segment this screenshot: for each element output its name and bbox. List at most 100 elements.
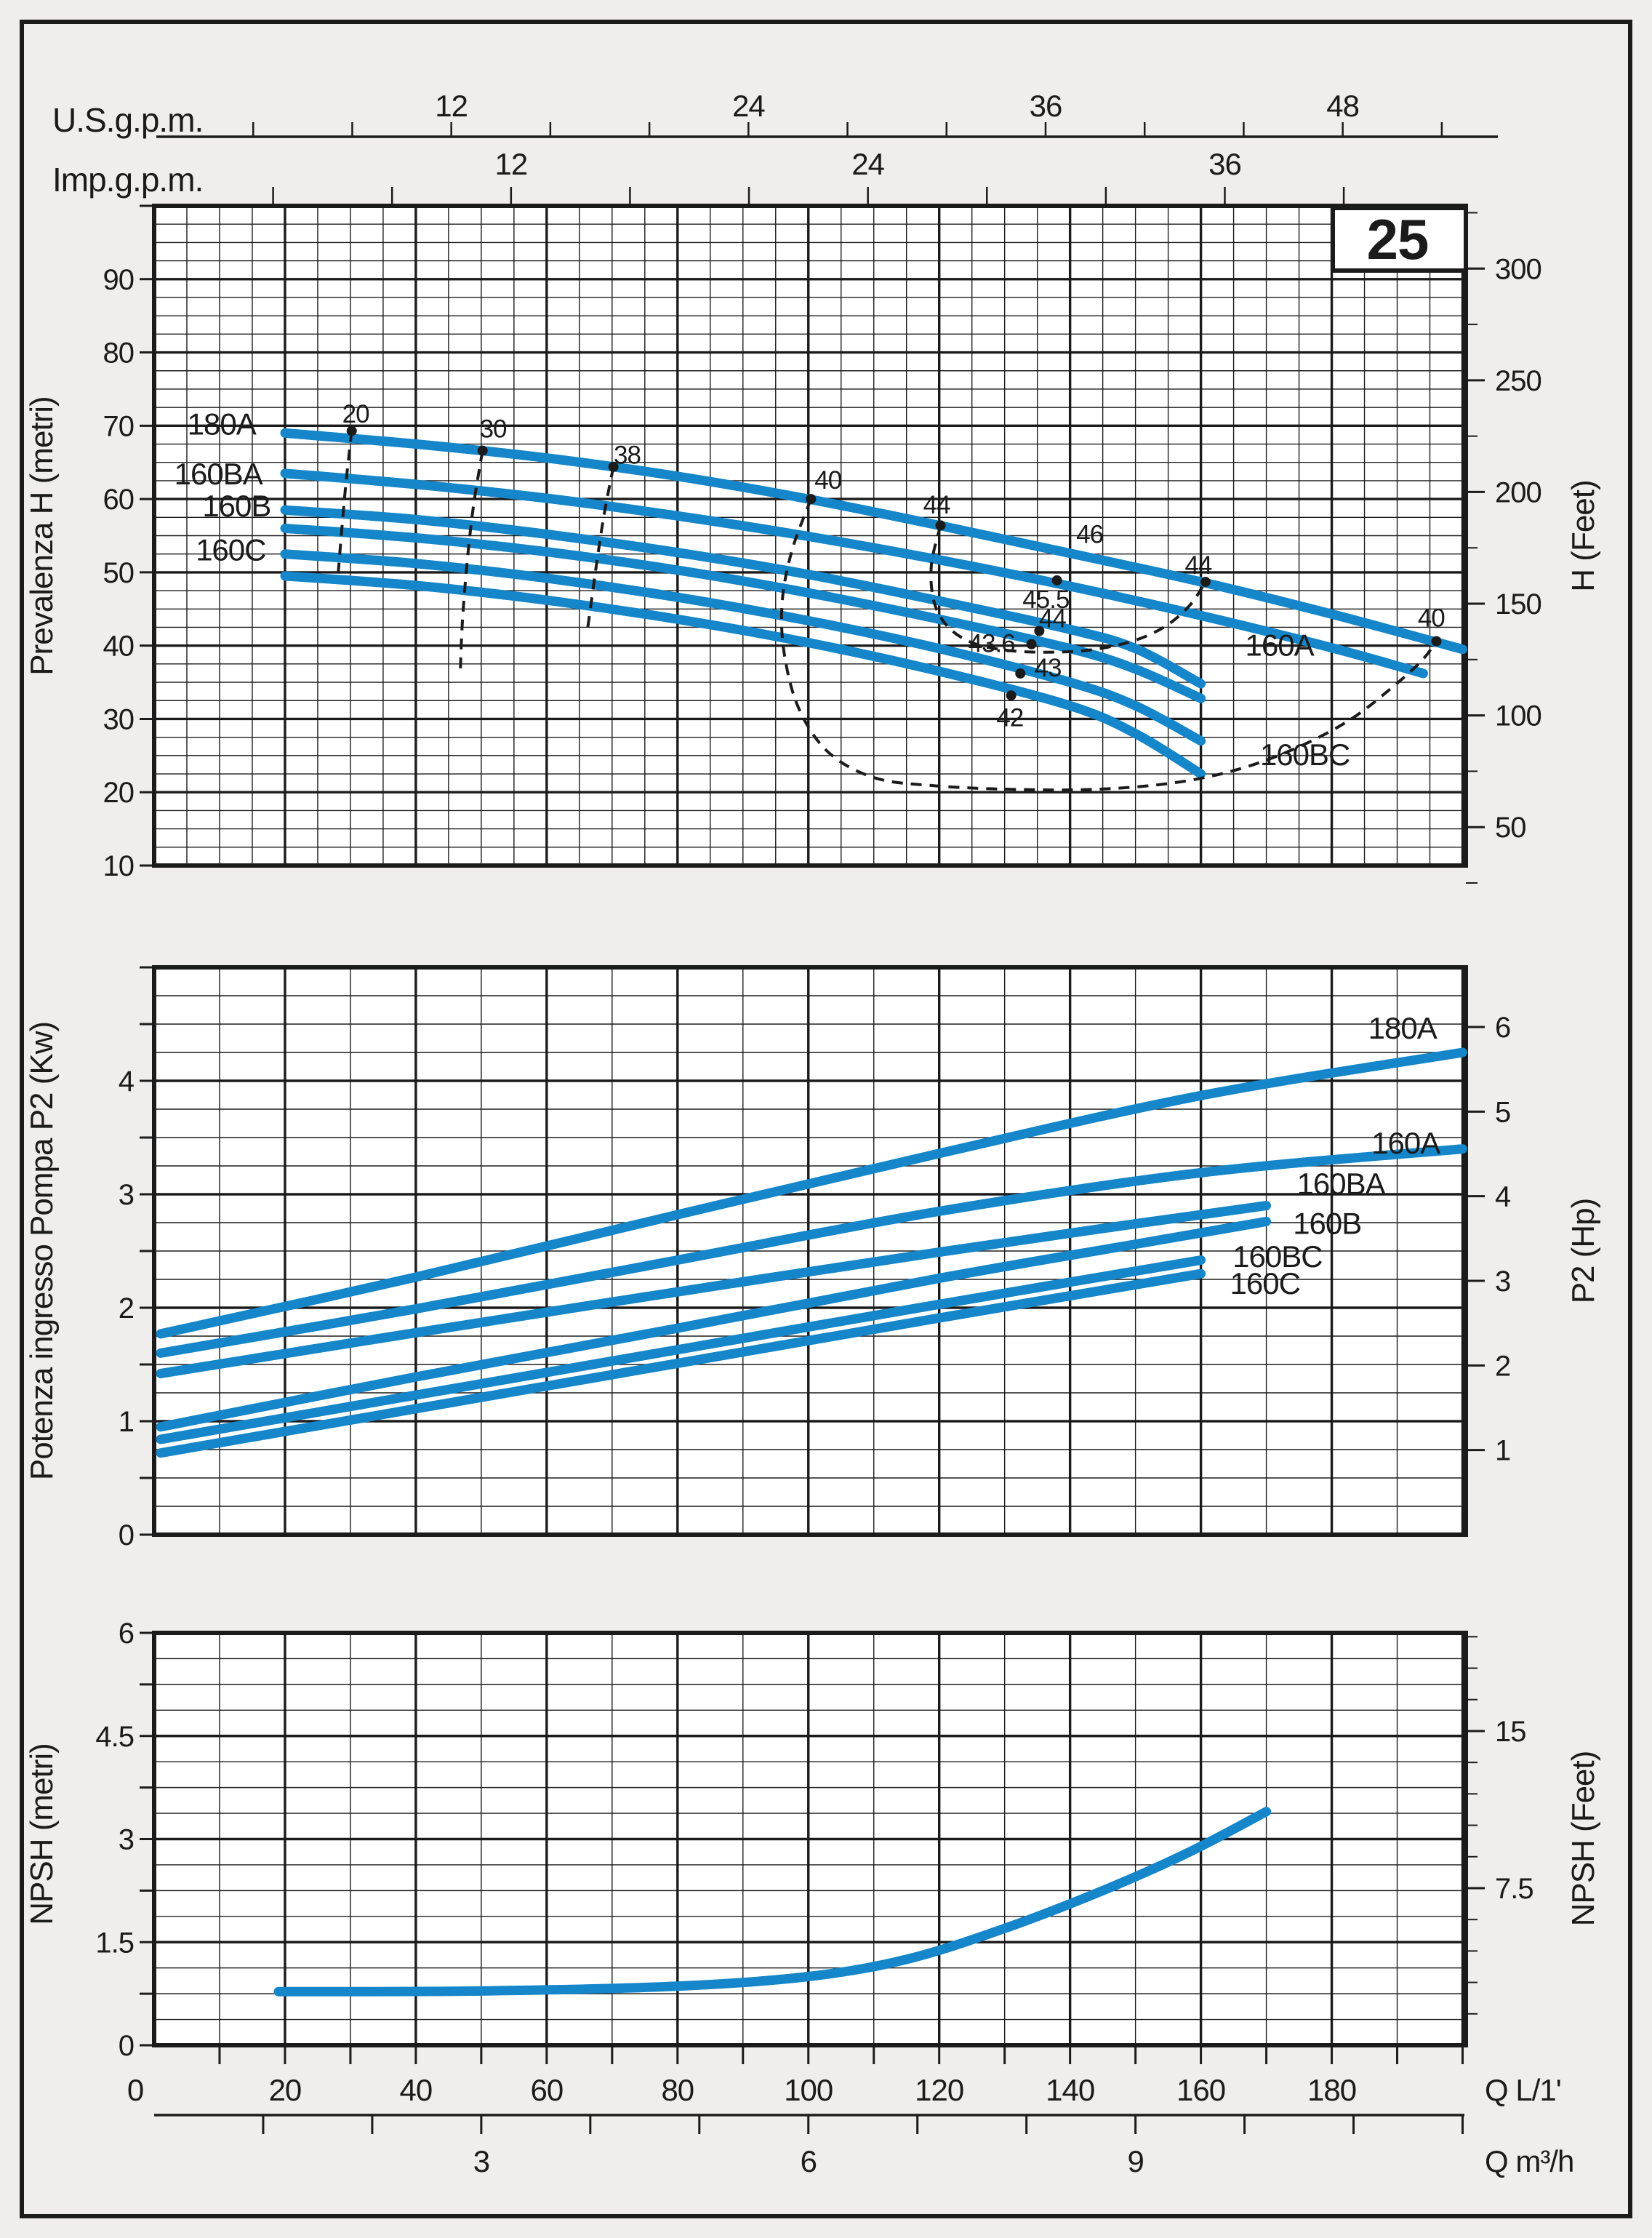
y-tick-label-left: 70 [103,410,135,442]
efficiency-dot [346,425,357,436]
m3h-tick-label: 6 [801,2144,817,2178]
best-efficiency-label: 43.6 [969,630,1015,658]
efficiency-label: 44 [1185,551,1212,580]
lpm-tick-label: 0 [127,2073,143,2107]
m3h-tick-label: 3 [473,2144,489,2178]
efficiency-dot [1200,576,1211,587]
curve-label-180A: 180A [188,407,257,441]
curve-160B [280,523,1206,703]
imp-gpm-tick-label: 12 [494,147,527,181]
best-efficiency-dot [1006,690,1017,701]
efficiency-dot [806,494,817,505]
efficiency-label: 44 [923,491,950,519]
model-size-box [1331,206,1468,273]
y-tick-label-left: 3 [119,1179,134,1211]
page-frame [20,20,1632,2218]
best-efficiency-dot [1026,639,1037,650]
best-efficiency-label: 44 [1039,604,1066,633]
curve-160C [156,1268,1206,1458]
efficiency-dot [1431,636,1442,647]
us-gpm-axis-title: U.S.g.p.m. [52,101,203,139]
curve-180A [156,1047,1467,1339]
efficiency-label: 46 [1076,520,1103,548]
us-gpm-tick-label: 48 [1326,89,1359,123]
curve-160A [156,1144,1467,1358]
y-tick-label-left: 0 [119,2030,134,2062]
efficiency-contour-30 [459,450,484,672]
best-efficiency-dot [1051,575,1062,586]
curve-160A [280,468,1429,679]
imp-gpm-tick-label: 24 [851,147,884,181]
npsh-y-axis-title: NPSH (metri) [24,1743,60,1925]
lpm-tick-label: 120 [915,2073,963,2107]
y-tick-label-right: 1 [1495,1435,1510,1467]
y-tick-label-right: 4 [1495,1181,1511,1213]
efficiency-dot [608,461,619,472]
best-efficiency-dot [1034,626,1045,636]
curve-160BA [156,1201,1272,1378]
y-tick-label-right: 6 [1495,1012,1510,1044]
lpm-tick-label: 160 [1176,2073,1225,2107]
curve-160BA [280,505,1206,689]
flow-unit-label-lpm: Q L/1' [1485,2073,1561,2107]
curve-label-160C: 160C [1230,1266,1300,1300]
curve-label-160BA: 160BA [1297,1167,1386,1201]
y-tick-label-left: 1.5 [95,1927,134,1959]
y-tick-label-right: 7.5 [1495,1873,1533,1905]
efficiency-label: 40 [1418,604,1445,632]
curve-label-160BA: 160BA [175,457,263,491]
efficiency-contour-38 [585,466,615,631]
y-tick-label-right: 15 [1495,1716,1526,1748]
imp-gpm-axis-title: Imp.g.p.m. [52,161,203,199]
curve-label-160A: 160A [1246,628,1315,663]
curve-label-160C: 160C [196,533,265,567]
y-tick-label-left: 60 [103,484,135,516]
imp-gpm-tick-label: 36 [1208,147,1241,181]
y-tick-label-left: 30 [103,703,135,735]
efficiency-dot [477,445,488,456]
head-y-axis-title-feet: H (Feet) [1565,480,1601,591]
y-tick-label-left: 4.5 [95,1721,134,1753]
y-tick-label-right: 100 [1495,700,1541,732]
y-tick-label-right: 200 [1495,476,1541,508]
lpm-tick-label: 140 [1046,2073,1094,2107]
lpm-tick-label: 180 [1307,2073,1356,2107]
flow-unit-label-m3h: Q m³/h [1485,2144,1573,2178]
us-gpm-tick-label: 24 [732,89,765,123]
curve-NPSH [273,1807,1272,1997]
model-size-label: 25 [1367,207,1429,271]
best-efficiency-label: 42 [996,703,1023,732]
lpm-tick-label: 80 [661,2073,694,2107]
lpm-tick-label: 60 [530,2073,563,2107]
y-tick-label-right: 5 [1495,1096,1510,1128]
y-tick-label-left: 90 [103,264,135,296]
y-tick-label-right: 300 [1495,253,1541,285]
y-tick-label-left: 0 [119,1519,134,1551]
efficiency-contour-20 [336,431,353,577]
efficiency-label: 38 [614,441,641,470]
efficiency-label: 40 [814,466,841,495]
curve-label-160A: 160A [1371,1126,1440,1160]
m3h-tick-label: 9 [1127,2144,1143,2178]
curve-160BC [280,549,1206,746]
y-tick-label-right: 250 [1495,365,1541,397]
curve-label-180A: 180A [1368,1011,1438,1045]
curve-160BC [156,1255,1206,1444]
best-efficiency-dot [1015,668,1026,679]
y-tick-label-left: 2 [119,1292,134,1324]
y-tick-label-left: 4 [119,1066,135,1098]
lpm-tick-label: 40 [400,2073,433,2107]
power-y-axis-title: Potenza ingresso Pompa P2 (Kw) [24,1022,60,1480]
plot-border-head-vs-flow [152,204,1468,868]
y-tick-label-right: 150 [1495,588,1541,620]
charts-root: 90807060504030201050100150200250300180A1… [95,89,1541,2178]
us-gpm-tick-label: 36 [1030,89,1062,123]
y-tick-label-left: 6 [119,1618,134,1650]
efficiency-contour-40 [779,498,1438,792]
efficiency-dot [935,520,946,531]
npsh-y-axis-title-feet: NPSH (Feet) [1565,1751,1601,1927]
best-efficiency-label: 45.5 [1022,586,1069,614]
us-gpm-tick-label: 12 [435,89,468,123]
